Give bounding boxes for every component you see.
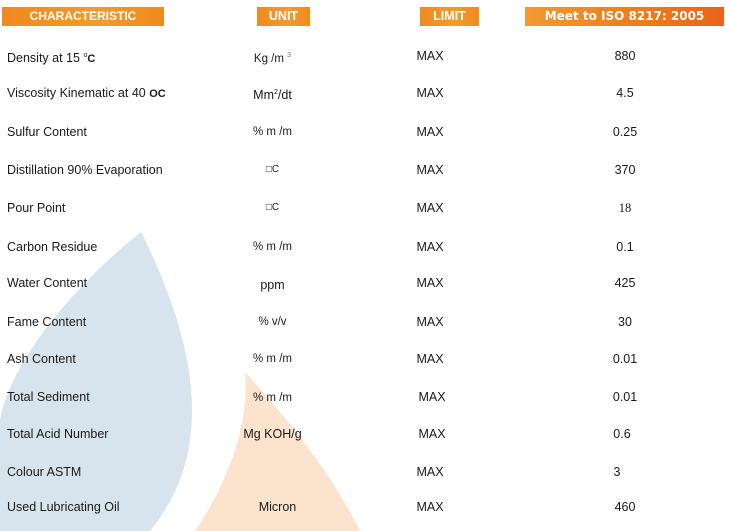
unit-cell: Micron bbox=[258, 500, 297, 514]
degree-sup: o bbox=[83, 52, 88, 59]
table-row: Total Acid Number Mg KOH/g MAX 0.6 bbox=[0, 424, 730, 444]
orange-flame-shape bbox=[195, 372, 360, 531]
limit-cell: MAX bbox=[416, 276, 444, 290]
unit-text: Kg /m bbox=[253, 53, 288, 65]
limit-cell: MAX bbox=[416, 86, 444, 100]
value-cell: 370 bbox=[614, 163, 636, 177]
table-row: Sulfur Content % m /m MAX 0.25 bbox=[0, 122, 730, 142]
characteristic-name: Distillation 90% Evaporation bbox=[7, 163, 163, 177]
table-row: Carbon Residue % m /m MAX 0.1 bbox=[0, 237, 730, 257]
limit-cell: MAX bbox=[416, 465, 444, 479]
table-row: Total Sediment % m /m MAX 0.01 bbox=[0, 387, 730, 407]
limit-cell: MAX bbox=[416, 49, 444, 63]
header-unit: UNIT bbox=[257, 7, 310, 26]
table-row: Pour Point □C MAX 18 bbox=[0, 198, 730, 218]
limit-cell: MAX bbox=[416, 315, 444, 329]
table-row: Distillation 90% Evaporation □C MAX 370 bbox=[0, 160, 730, 180]
table-row: Colour ASTM MAX 3 bbox=[0, 462, 730, 482]
value-cell: 460 bbox=[614, 500, 636, 514]
value-cell: 30 bbox=[618, 315, 632, 329]
unit-cell: % m /m bbox=[253, 353, 292, 365]
limit-cell: MAX bbox=[416, 201, 444, 215]
limit-cell: MAX bbox=[416, 240, 444, 254]
header-standard: Meet to ISO 8217: 2005 bbox=[525, 7, 724, 26]
characteristic-name: Total Acid Number bbox=[7, 427, 109, 441]
unit-cell: □C bbox=[265, 164, 280, 175]
table-row: Water Content ppm MAX 425 bbox=[0, 273, 730, 293]
value-cell: 0.01 bbox=[612, 352, 638, 366]
limit-cell: MAX bbox=[418, 390, 446, 404]
unit-text: Mm bbox=[253, 88, 274, 102]
limit-cell: MAX bbox=[416, 125, 444, 139]
limit-cell: MAX bbox=[418, 427, 446, 441]
characteristic-name: Carbon Residue bbox=[7, 240, 98, 254]
unit-cell: Kg /m 3 bbox=[200, 46, 345, 69]
value-cell: 18 bbox=[618, 201, 632, 215]
characteristic-name: Colour ASTM bbox=[7, 465, 82, 479]
unit-cell: □C bbox=[265, 202, 280, 213]
characteristic-name: Total Sediment bbox=[7, 390, 90, 404]
header-characteristic: CHARACTERISTIC bbox=[2, 7, 164, 26]
characteristic-name: Water Content bbox=[7, 276, 88, 290]
name-text: Viscosity Kinematic at 40 bbox=[7, 86, 150, 100]
name-text: Density at 15 bbox=[7, 51, 84, 65]
table-row: Ash Content % m /m MAX 0.01 bbox=[0, 349, 730, 369]
unit-cell: % v/v bbox=[258, 316, 287, 328]
characteristic-name: Ash Content bbox=[7, 352, 76, 366]
value-cell: 0.1 bbox=[616, 240, 634, 254]
limit-cell: MAX bbox=[416, 352, 444, 366]
value-cell: 0.6 bbox=[613, 427, 631, 441]
table-row: Viscosity Kinematic at 40 OC Mm2/dt MAX … bbox=[0, 83, 730, 103]
unit-cell: % m /m bbox=[253, 392, 292, 404]
limit-cell: MAX bbox=[416, 500, 444, 514]
unit-tail: /dt bbox=[277, 88, 292, 102]
unit-cell: ppm bbox=[260, 278, 285, 292]
value-cell: 880 bbox=[614, 49, 636, 63]
unit-cell: % m /m bbox=[253, 126, 292, 138]
table-row: Density at 15 oC Kg /m 3 MAX 880 bbox=[0, 46, 730, 66]
unit-cell: Mg KOH/g bbox=[243, 427, 302, 441]
value-cell: 0.01 bbox=[612, 390, 638, 404]
characteristic-name: Density at 15 oC bbox=[7, 46, 95, 69]
unit-cell: Mm2/dt bbox=[200, 83, 345, 105]
characteristic-name: Fame Content bbox=[7, 315, 87, 329]
header-limit: LIMIT bbox=[420, 7, 479, 26]
limit-cell: MAX bbox=[416, 163, 444, 177]
value-cell: 4.5 bbox=[616, 86, 634, 100]
table-row: Fame Content % v/v MAX 30 bbox=[0, 312, 730, 332]
characteristic-name: Pour Point bbox=[7, 201, 66, 215]
unit-sup: 2 bbox=[274, 89, 278, 96]
value-cell: 425 bbox=[614, 276, 636, 290]
characteristic-name: Sulfur Content bbox=[7, 125, 87, 139]
name-unit: OC bbox=[149, 88, 166, 100]
value-cell: 0.25 bbox=[612, 125, 638, 139]
blue-drop-shape bbox=[0, 232, 193, 531]
name-unit: C bbox=[87, 53, 96, 65]
value-cell: 3 bbox=[613, 465, 621, 479]
characteristic-name: Viscosity Kinematic at 40 OC bbox=[7, 83, 166, 104]
unit-sup: 3 bbox=[287, 52, 292, 59]
characteristic-name: Used Lubricating Oil bbox=[7, 500, 120, 514]
table-row: Used Lubricating Oil Micron MAX 460 bbox=[0, 497, 730, 517]
unit-cell: % m /m bbox=[253, 241, 292, 253]
